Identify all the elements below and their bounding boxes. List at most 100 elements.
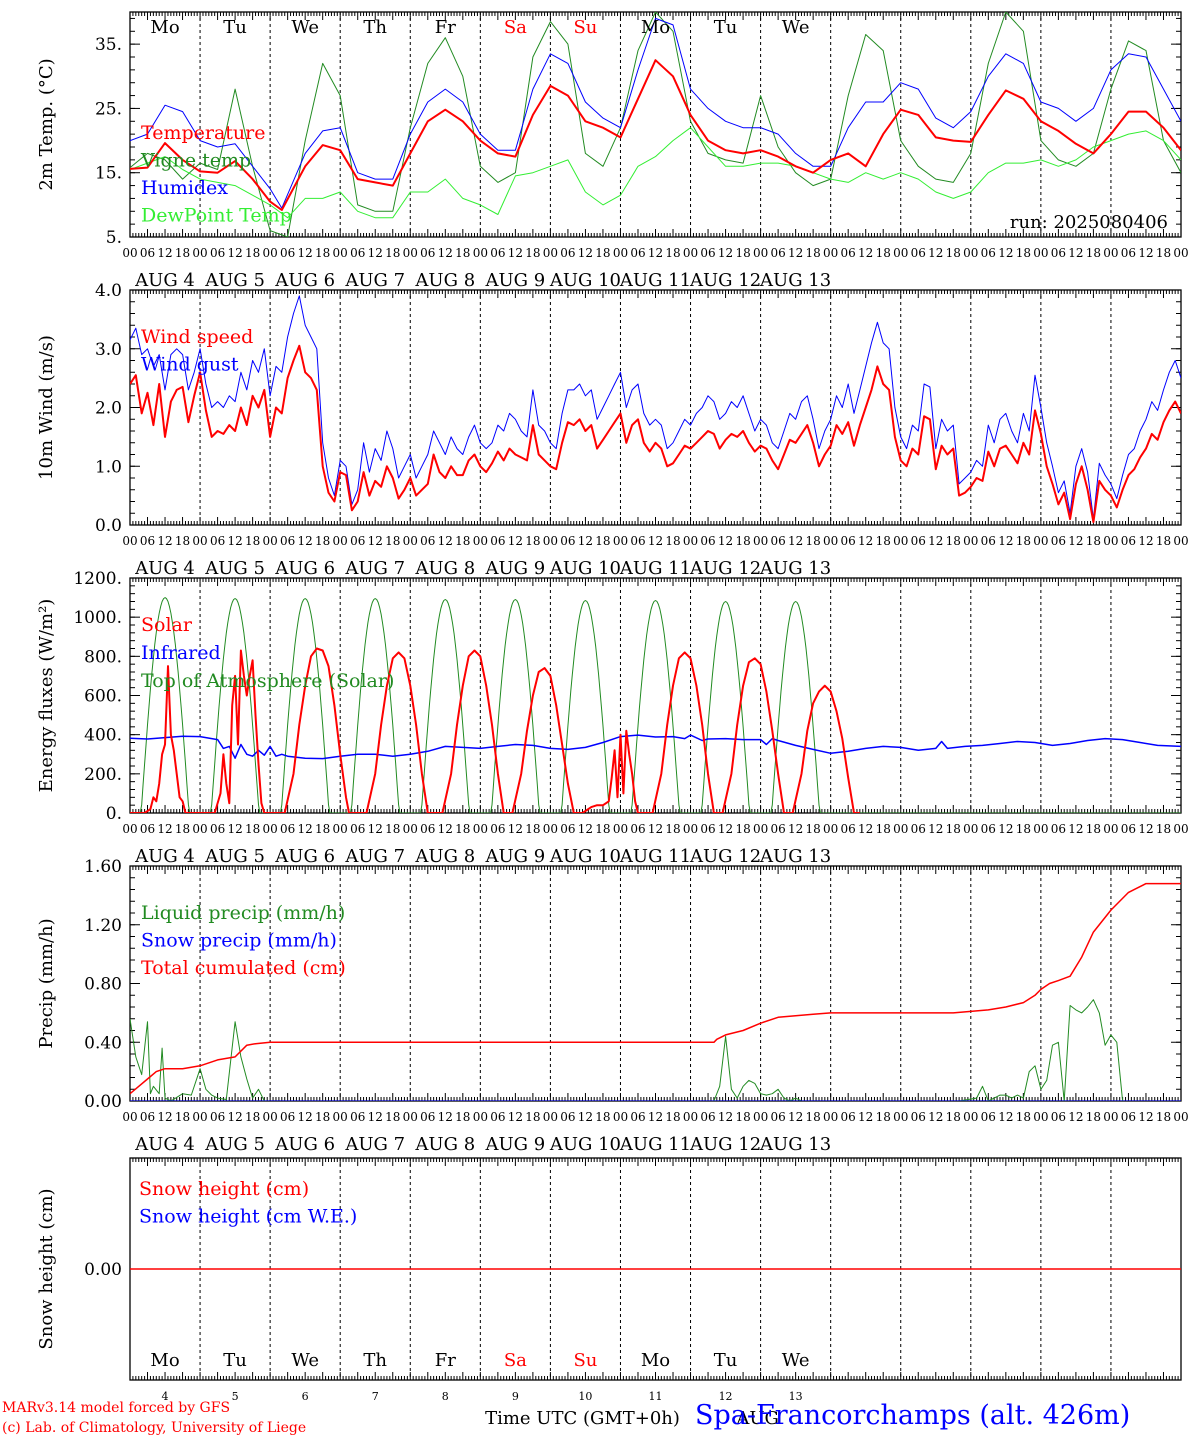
hour-label: 12 xyxy=(298,246,313,260)
hour-label: 06 xyxy=(841,1110,856,1124)
hour-label: 00 xyxy=(823,534,838,548)
series-line-total-cumulated-cm- xyxy=(130,882,1181,1095)
hour-label: 18 xyxy=(385,534,400,548)
weekday-label: We xyxy=(291,17,319,38)
y-tick-label: 2.0 xyxy=(95,399,122,419)
weekday-label: Tu xyxy=(223,17,247,38)
hour-label: 06 xyxy=(560,1110,575,1124)
hour-label: 12 xyxy=(1068,534,1083,548)
series-line-wind-speed xyxy=(130,344,1181,524)
y-tick-label: 35. xyxy=(95,35,122,55)
hour-label: 18 xyxy=(1156,1110,1171,1124)
date-label: AUG 12 xyxy=(689,270,761,291)
hour-label: 18 xyxy=(315,534,330,548)
hour-label: 18 xyxy=(175,534,190,548)
weekday-label: Mo xyxy=(150,1350,179,1371)
hour-label: 00 xyxy=(753,246,768,260)
hour-label: 00 xyxy=(333,534,348,548)
hour-label: 00 xyxy=(473,534,488,548)
hour-label: 18 xyxy=(665,1110,680,1124)
hour-label: 12 xyxy=(368,822,383,836)
hour-label: 18 xyxy=(1156,246,1171,260)
hour-label: 18 xyxy=(385,246,400,260)
hour-label: 06 xyxy=(1121,822,1136,836)
hour-label: 00 xyxy=(1173,1110,1188,1124)
hour-label: 12 xyxy=(1068,1110,1083,1124)
date-label: AUG 10 xyxy=(549,270,621,291)
date-label: AUG 13 xyxy=(759,846,831,867)
hour-label: 06 xyxy=(490,822,505,836)
hour-label: 12 xyxy=(368,534,383,548)
hour-label: 00 xyxy=(403,246,418,260)
hour-label: 00 xyxy=(963,822,978,836)
y-tick-label: 1000. xyxy=(73,608,122,628)
hour-label: 00 xyxy=(543,822,558,836)
hour-label: 06 xyxy=(210,822,225,836)
hour-label: 00 xyxy=(262,534,277,548)
hour-label: 00 xyxy=(753,1110,768,1124)
hour-label: 00 xyxy=(333,822,348,836)
hour-label: 00 xyxy=(192,246,207,260)
hour-label: 12 xyxy=(227,1110,242,1124)
y-tick-label: 800. xyxy=(84,647,122,667)
hour-label: 06 xyxy=(770,246,785,260)
hour-label: 18 xyxy=(455,822,470,836)
hour-label: 00 xyxy=(192,822,207,836)
weekday-label: Mo xyxy=(641,17,670,38)
hour-label: 18 xyxy=(175,822,190,836)
legend-entry: Infrared xyxy=(141,642,221,664)
date-label: AUG 9 xyxy=(484,270,545,291)
weekday-label: Mo xyxy=(641,1350,670,1371)
day-number-label: 9 xyxy=(512,1390,519,1403)
hour-label: 06 xyxy=(280,246,295,260)
hour-label: 00 xyxy=(683,822,698,836)
hour-label: 12 xyxy=(788,534,803,548)
hour-label: 12 xyxy=(718,1110,733,1124)
hour-label: 00 xyxy=(823,1110,838,1124)
hour-label: 06 xyxy=(770,534,785,548)
hour-label: 00 xyxy=(403,822,418,836)
hour-label: 00 xyxy=(683,246,698,260)
weekday-label: Tu xyxy=(223,1350,247,1371)
hour-label: 00 xyxy=(122,1110,137,1124)
legend-entry: Wind speed xyxy=(141,326,253,348)
date-label: AUG 7 xyxy=(344,1134,405,1155)
date-label: AUG 11 xyxy=(619,846,691,867)
hour-label: 12 xyxy=(1138,1110,1153,1124)
weekday-label: Th xyxy=(363,17,387,38)
hour-label: 18 xyxy=(245,822,260,836)
hour-label: 12 xyxy=(858,822,873,836)
hour-label: 00 xyxy=(262,822,277,836)
legend-entry: Solar xyxy=(141,614,193,636)
hour-label: 06 xyxy=(1121,534,1136,548)
hour-label: 00 xyxy=(893,1110,908,1124)
hour-label: 06 xyxy=(490,534,505,548)
hour-label: 00 xyxy=(1033,822,1048,836)
series-line-vigne-temp xyxy=(130,12,1181,237)
hour-label: 06 xyxy=(140,534,155,548)
hour-label: 12 xyxy=(298,822,313,836)
weekday-label: We xyxy=(291,1350,319,1371)
date-label: AUG 4 xyxy=(134,846,195,867)
hour-label: 12 xyxy=(928,246,943,260)
hour-label: 12 xyxy=(998,822,1013,836)
weekday-label: Su xyxy=(573,1350,597,1371)
hour-label: 12 xyxy=(1138,246,1153,260)
hour-label: 06 xyxy=(350,246,365,260)
hour-label: 06 xyxy=(700,246,715,260)
series-line-humidex xyxy=(130,17,1181,209)
hour-label: 06 xyxy=(210,1110,225,1124)
hour-label: 18 xyxy=(595,822,610,836)
hour-label: 18 xyxy=(876,822,891,836)
day-number-label: 4 xyxy=(162,1390,169,1403)
hour-label: 12 xyxy=(718,246,733,260)
weekday-label: Mo xyxy=(150,17,179,38)
date-label: AUG 6 xyxy=(274,558,335,579)
date-label: AUG 12 xyxy=(689,846,761,867)
hour-label: 18 xyxy=(735,1110,750,1124)
hour-label: 06 xyxy=(981,246,996,260)
hour-label: 00 xyxy=(1103,246,1118,260)
date-label: AUG 7 xyxy=(344,846,405,867)
weekday-label: Fr xyxy=(435,17,456,38)
hour-label: 18 xyxy=(525,1110,540,1124)
